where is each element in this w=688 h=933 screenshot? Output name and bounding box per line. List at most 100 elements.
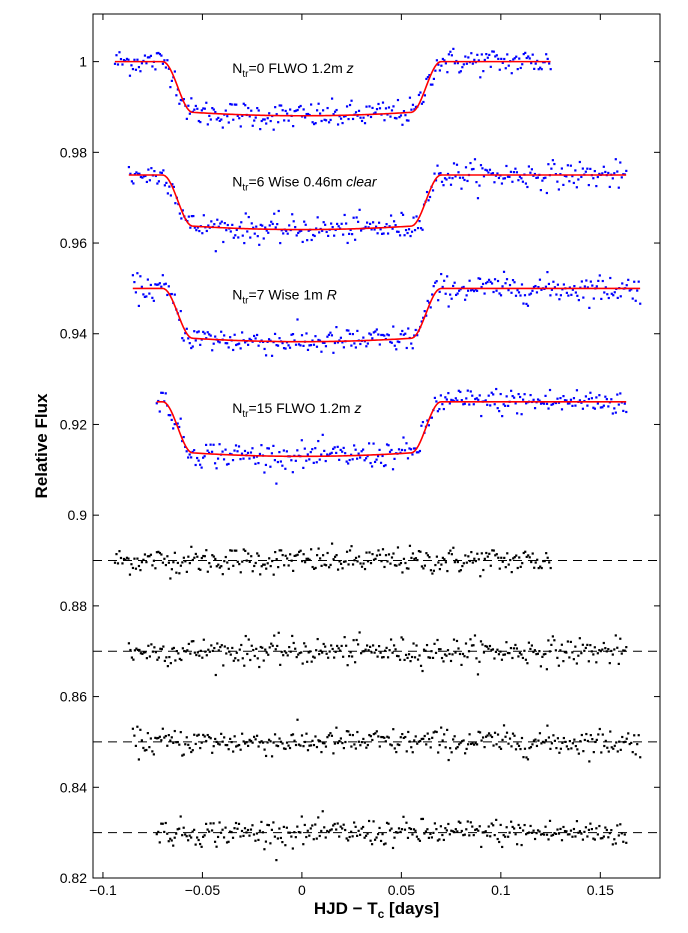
data-point [413,229,417,232]
data-point [342,446,345,450]
data-point [637,280,640,283]
data-point [586,167,589,170]
data-point [465,294,468,297]
residual-point [462,739,465,742]
data-point [287,344,290,347]
residual-point [625,841,628,844]
residual-point [269,564,272,568]
residual-point [580,832,583,835]
data-point [132,182,135,185]
data-point [401,329,404,333]
residual-point [446,569,449,573]
residual-point [345,730,348,733]
residual-point [266,823,269,827]
residual-point [593,646,596,649]
residual-point [291,847,294,850]
residual-point [401,638,405,641]
residual-point [181,834,184,837]
residual-point [408,827,411,830]
data-point [471,62,474,65]
data-point [580,401,583,404]
residual-point [223,736,226,739]
residual-point [329,563,332,567]
residual-point [164,563,167,567]
residual-point [495,553,498,556]
data-point [468,403,471,406]
data-point [617,403,620,406]
residual-point [599,837,602,840]
data-point [534,62,537,65]
data-point [548,62,551,65]
data-point [261,224,264,227]
data-point [127,58,130,61]
data-point [184,332,187,335]
label-band: clear [346,173,378,189]
data-point [610,398,613,401]
residual-point [554,649,557,652]
data-point [471,288,474,291]
residual-point [525,756,528,759]
residual-point [339,649,342,652]
data-point [446,275,449,278]
residual-point [639,756,642,759]
residual-point [280,650,283,654]
data-point [374,225,378,228]
residual-point [541,832,544,836]
residual-point [623,833,626,836]
residual-points [113,542,552,580]
residual-point [509,646,513,650]
data-point [464,166,468,169]
data-point [363,122,367,125]
residual-point [539,665,542,668]
data-point [464,55,467,58]
residual-point [407,567,410,570]
data-point [294,225,297,229]
residual-point [383,736,386,739]
residual-point [275,859,278,862]
residual-point [350,830,353,833]
residual-point [584,646,587,650]
residual-point [180,658,183,662]
label-n: N [232,400,242,416]
data-point [468,279,471,282]
data-point [522,52,525,56]
residual-point [237,659,240,662]
residual-point [181,561,184,564]
residual-point [507,835,510,838]
data-point [251,124,254,127]
residual-point [610,829,613,832]
data-point [429,83,433,86]
residual-point [263,748,266,751]
residual-point [403,828,407,831]
residual-point [603,744,606,748]
data-point [282,232,285,235]
data-point [321,433,324,436]
residual-point [503,653,507,656]
data-point [614,411,617,414]
residual-point [353,821,356,824]
data-point [255,333,259,337]
data-point [407,119,410,122]
data-point [419,227,423,230]
residual-point [604,739,607,742]
data-point [147,168,150,171]
residual-point [428,737,431,741]
residual-point [165,656,168,659]
residual-point [293,554,296,558]
residual-point [318,834,321,838]
data-point [500,57,503,60]
data-point [209,443,212,446]
data-point [197,119,200,123]
data-point [461,176,465,179]
data-point [163,184,166,187]
data-point [492,50,495,53]
data-point [311,121,314,124]
residual-point [379,839,383,843]
data-point [490,282,494,285]
data-point [374,111,377,114]
residual-point [388,649,391,652]
residual-point [302,553,305,556]
residual-point [598,824,601,828]
data-point [312,343,316,346]
residual-point [172,646,175,650]
